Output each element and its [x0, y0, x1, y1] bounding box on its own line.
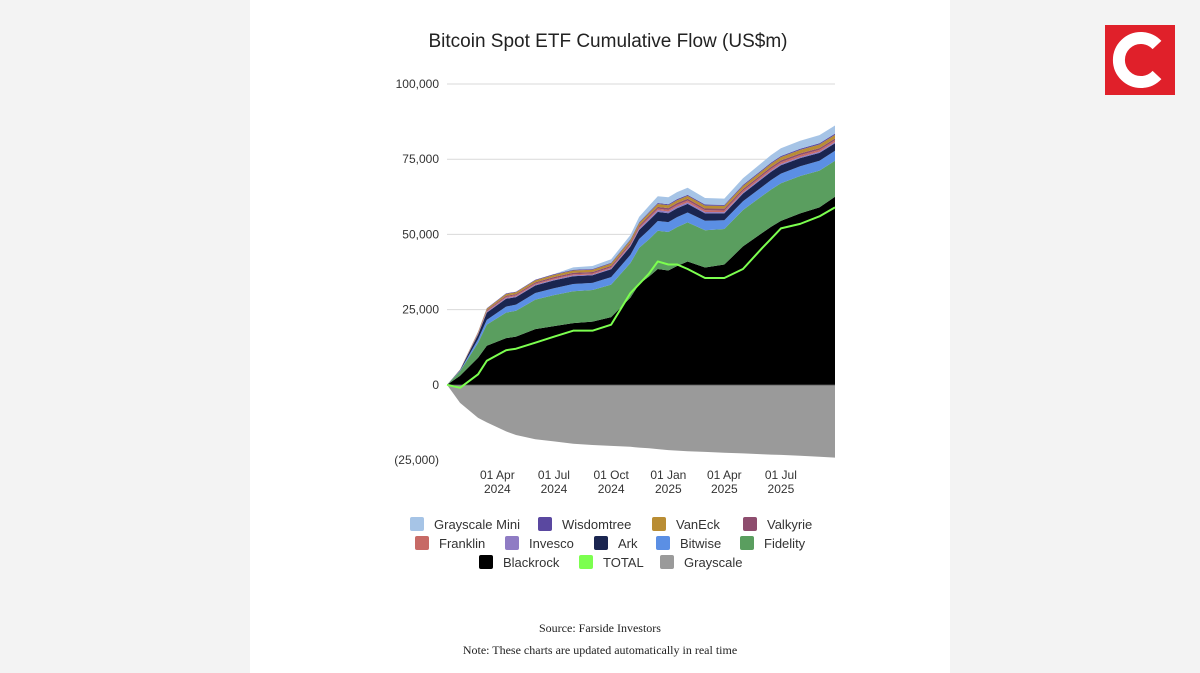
area-ark: [447, 143, 835, 385]
legend-item[interactable]: Franklin: [415, 536, 485, 551]
total-line: [446, 206, 836, 389]
legend-swatch: [538, 517, 552, 531]
x-tick-label: 01 Apr: [480, 468, 515, 482]
c-logo-icon[interactable]: [1105, 25, 1175, 95]
legend-item[interactable]: Fidelity: [740, 536, 806, 551]
legend-item[interactable]: VanEck: [652, 517, 720, 532]
x-tick-label: 01 Apr: [707, 468, 742, 482]
source-text: Source: Farside Investors: [539, 621, 661, 635]
legend-label: VanEck: [676, 517, 720, 532]
legend-swatch: [652, 517, 666, 531]
legend-label: Franklin: [439, 536, 485, 551]
legend-item[interactable]: Wisdomtree: [538, 517, 631, 532]
legend-item[interactable]: Valkyrie: [743, 517, 812, 532]
note-text: Note: These charts are updated automatic…: [462, 643, 738, 657]
y-tick-label: (25,000): [394, 453, 439, 467]
legend-label: Ark: [618, 536, 638, 551]
legend-label: Grayscale: [684, 555, 743, 570]
x-tick-year: 2025: [711, 482, 738, 496]
legend-swatch: [594, 536, 608, 550]
x-tick-label: 01 Oct: [593, 468, 629, 482]
legend-swatch: [660, 555, 674, 569]
y-tick-label: 75,000: [402, 152, 439, 166]
area-blackrock: [447, 196, 835, 385]
x-tick-year: 2024: [598, 482, 625, 496]
legend-label: Invesco: [529, 536, 574, 551]
y-tick-label: 0: [432, 378, 439, 392]
legend-swatch: [505, 536, 519, 550]
legend-item[interactable]: Bitwise: [656, 536, 721, 551]
x-tick-label: 01 Jul: [765, 468, 797, 482]
legend-swatch: [479, 555, 493, 569]
legend-item[interactable]: Blackrock: [479, 555, 560, 570]
legend-item[interactable]: Ark: [594, 536, 638, 551]
legend-swatch: [740, 536, 754, 550]
legend-item[interactable]: Invesco: [505, 536, 574, 551]
area-fidelity: [447, 160, 835, 385]
y-tick-label: 50,000: [402, 227, 439, 241]
legend-item[interactable]: TOTAL: [579, 555, 644, 570]
legend-swatch: [579, 555, 593, 569]
legend-swatch: [410, 517, 424, 531]
y-tick-label: 100,000: [396, 77, 440, 91]
legend-swatch: [743, 517, 757, 531]
y-tick-label: 25,000: [402, 303, 439, 317]
legend-label: Fidelity: [764, 536, 806, 551]
legend-item[interactable]: Grayscale: [660, 555, 743, 570]
area-bitwise: [447, 150, 835, 385]
legend-label: Bitwise: [680, 536, 721, 551]
legend-label: Grayscale Mini: [434, 517, 520, 532]
legend-swatch: [415, 536, 429, 550]
chart-title: Bitcoin Spot ETF Cumulative Flow (US$m): [429, 31, 788, 52]
legend-label: Wisdomtree: [562, 517, 631, 532]
x-tick-year: 2025: [655, 482, 682, 496]
x-tick-year: 2024: [541, 482, 568, 496]
x-tick-label: 01 Jul: [538, 468, 570, 482]
area-grayscale: [447, 384, 835, 458]
legend-label: TOTAL: [603, 555, 644, 570]
legend-label: Valkyrie: [767, 517, 812, 532]
legend-swatch: [656, 536, 670, 550]
x-tick-label: 01 Jan: [650, 468, 686, 482]
legend-label: Blackrock: [503, 555, 560, 570]
x-tick-year: 2025: [768, 482, 795, 496]
legend-item[interactable]: Grayscale Mini: [410, 517, 520, 532]
x-tick-year: 2024: [484, 482, 511, 496]
